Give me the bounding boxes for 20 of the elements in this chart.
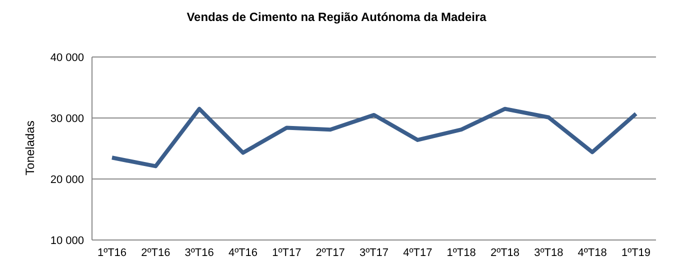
x-tick-label: 2ºT18	[490, 246, 520, 259]
x-tick-label: 1ºT17	[272, 246, 302, 259]
y-axis-title: Toneladas	[23, 120, 37, 176]
x-tick-label: 3ºT17	[359, 246, 389, 259]
y-tick-label: 40 000	[50, 52, 84, 64]
y-tick-label: 30 000	[50, 112, 84, 125]
x-tick-label: 4ºT16	[228, 246, 258, 259]
x-tick-label: 2ºT16	[141, 246, 170, 259]
x-tick-label: 1ºT19	[621, 246, 651, 259]
x-tick-label: 4ºT18	[578, 246, 607, 259]
x-tick-label: 1ºT16	[97, 246, 127, 259]
chart-title: Vendas de Cimento na Região Autónoma da Madeira	[186, 10, 488, 24]
x-tick-label: 1ºT18	[446, 246, 476, 259]
x-tick-label: 2ºT17	[316, 246, 345, 259]
y-tick-label: 20 000	[50, 174, 84, 186]
y-tick-label: 10 000	[50, 234, 84, 247]
line-series	[110, 106, 638, 168]
x-tick-label: 3ºT16	[184, 246, 214, 259]
x-tick-label: 4ºT17	[403, 246, 432, 259]
x-tick-label: 3ºT18	[534, 246, 564, 259]
